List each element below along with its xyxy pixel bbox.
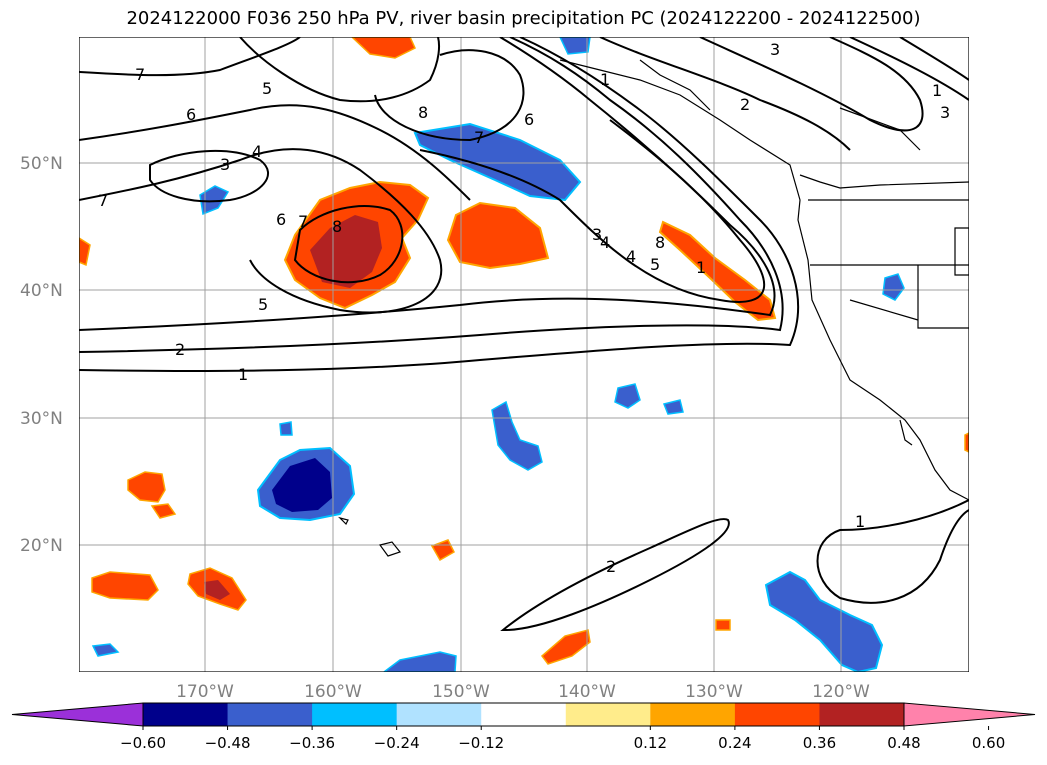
precip-blob-negative bbox=[662, 399, 684, 415]
longitude-label: 150°W bbox=[432, 682, 490, 702]
colorbar-segment bbox=[819, 703, 905, 726]
colorbar-tick-label: 0.48 bbox=[887, 734, 920, 752]
contour-label: 1 bbox=[600, 70, 610, 89]
colorbar-segment bbox=[312, 703, 398, 726]
contour-label: 2 bbox=[606, 557, 616, 576]
colorbar-tick-label: −0.12 bbox=[458, 734, 504, 752]
precip-blob-positive bbox=[350, 37, 416, 59]
colorbar-segment bbox=[227, 703, 313, 726]
colorbar-tick-label: 0.24 bbox=[718, 734, 751, 752]
contour-label: 1 bbox=[238, 365, 248, 384]
contour-label: 3 bbox=[220, 155, 230, 174]
contour-label: 7 bbox=[474, 128, 484, 147]
precip-blob-positive bbox=[79, 237, 91, 267]
precip-blob-positive bbox=[715, 619, 731, 631]
precip-blob-negative bbox=[614, 383, 641, 409]
colorbar-tick-label: −0.24 bbox=[374, 734, 420, 752]
latitude-label: 40°N bbox=[20, 281, 63, 301]
precip-blob-negative bbox=[91, 643, 120, 657]
contour-label: 4 bbox=[626, 247, 636, 266]
contour-label: 1 bbox=[696, 258, 706, 277]
colorbar: −0.60 −0.48 −0.36 −0.24 −0.12 0.12 0.24 0.36 0.4… bbox=[11, 702, 1036, 752]
precip-blob-negative bbox=[279, 421, 293, 436]
latitude-labels: 20°N 30°N 40°N 50°N bbox=[20, 154, 63, 556]
colorbar-tick-label: 0.36 bbox=[803, 734, 836, 752]
colorbar-tick-label: −0.48 bbox=[205, 734, 251, 752]
colorbar-segment bbox=[650, 703, 736, 726]
map-plot-area: 7 6 5 4 3 3 2 1 8 7 6 5 4 3 2 1 1 7 6 8 … bbox=[79, 37, 969, 672]
precip-blob-negative bbox=[882, 273, 905, 301]
latitude-label: 30°N bbox=[20, 409, 63, 429]
contour-label: 5 bbox=[258, 295, 268, 314]
precip-blob-positive bbox=[127, 471, 166, 503]
colorbar-extend-max bbox=[903, 702, 1036, 727]
coastlines bbox=[338, 59, 969, 557]
contour-label: 5 bbox=[262, 79, 272, 98]
contour-label: 1 bbox=[932, 81, 942, 100]
latitude-label: 50°N bbox=[20, 154, 63, 174]
contour-label: 3 bbox=[770, 40, 780, 59]
precip-blob-strong bbox=[204, 580, 230, 600]
longitude-label: 160°W bbox=[304, 682, 362, 702]
colorbar-tick-label: 0.12 bbox=[634, 734, 667, 752]
precip-blob-negative bbox=[764, 570, 884, 672]
contour-label: 5 bbox=[650, 255, 660, 274]
colorbar-segment bbox=[396, 703, 482, 726]
precip-shading bbox=[79, 37, 969, 672]
contour-label: 3 bbox=[940, 103, 950, 122]
contour-label: 8 bbox=[332, 217, 342, 236]
contour-label: 6 bbox=[186, 105, 196, 124]
longitude-label: 140°W bbox=[558, 682, 616, 702]
precip-blob-negative bbox=[559, 37, 591, 55]
colorbar-frame bbox=[142, 702, 905, 727]
map-title: 2024122000 F036 250 hPa PV, river basin … bbox=[126, 8, 921, 29]
precip-blob-positive bbox=[964, 432, 969, 453]
precip-blob-positive bbox=[91, 571, 159, 601]
contour-label: 2 bbox=[740, 95, 750, 114]
colorbar-tick-label: −0.60 bbox=[120, 734, 166, 752]
pv-contours bbox=[79, 37, 969, 631]
colorbar-tick-label: −0.36 bbox=[289, 734, 335, 752]
contour-label: 4 bbox=[252, 142, 262, 161]
contour-label: 7 bbox=[98, 191, 108, 210]
precip-blob-strong bbox=[310, 215, 382, 288]
longitude-label: 170°W bbox=[176, 682, 234, 702]
longitude-labels: 170°W 160°W 150°W 140°W 130°W 120°W bbox=[176, 682, 870, 702]
precip-blob-strong-negative bbox=[272, 458, 332, 512]
colorbar-segment bbox=[565, 703, 651, 726]
contour-label: 7 bbox=[298, 212, 308, 231]
colorbar-segment bbox=[734, 703, 820, 726]
contour-label: 1 bbox=[855, 512, 865, 531]
contour-label: 2 bbox=[175, 340, 185, 359]
contour-label: 6 bbox=[276, 210, 286, 229]
precip-blob-positive bbox=[540, 629, 591, 665]
colorbar-segment bbox=[481, 703, 567, 726]
colorbar-extend-min bbox=[11, 702, 144, 727]
precip-blob-negative bbox=[382, 651, 457, 672]
contour-label: 6 bbox=[524, 110, 534, 129]
contour-label: 8 bbox=[655, 233, 665, 252]
contour-label: 4 bbox=[600, 233, 610, 252]
contour-label: 7 bbox=[135, 65, 145, 84]
longitude-label: 120°W bbox=[812, 682, 870, 702]
longitude-label: 130°W bbox=[685, 682, 743, 702]
colorbar-tick-label: 0.60 bbox=[972, 734, 1005, 752]
precip-blob-positive bbox=[446, 201, 550, 270]
contour-label: 3 bbox=[592, 225, 602, 244]
contour-labels: 7 6 5 4 3 3 2 1 8 7 6 5 4 3 2 1 1 7 6 8 … bbox=[98, 40, 950, 576]
colorbar-segment bbox=[143, 703, 229, 726]
precip-blob-positive bbox=[658, 220, 777, 322]
precip-blob-positive bbox=[150, 503, 177, 519]
latitude-label: 20°N bbox=[20, 536, 63, 556]
precip-blob-negative bbox=[491, 400, 543, 471]
contour-label: 8 bbox=[418, 103, 428, 122]
